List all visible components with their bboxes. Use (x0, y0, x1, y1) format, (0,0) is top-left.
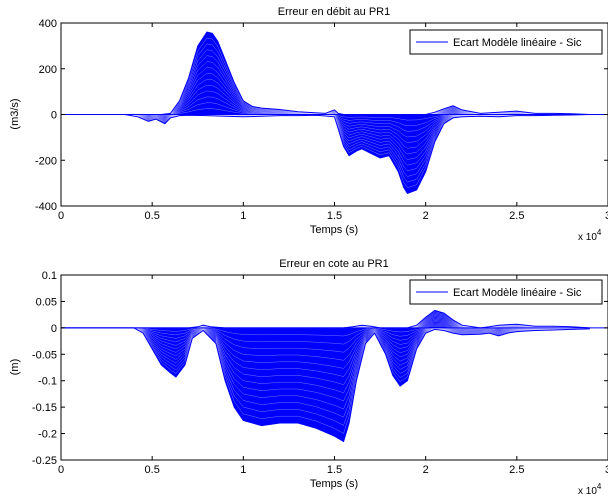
chart-1-lower-family-curve (61, 114, 590, 143)
chart-1-lower-family-curve (61, 114, 590, 160)
chart-1-series-group (61, 31, 608, 195)
chart-2-lower-family-curve (61, 327, 590, 345)
chart-1-x-tick-label: 1 (240, 210, 246, 222)
chart-2-y-tick-label: 0.1 (42, 270, 57, 282)
chart-1-x-exponent-power: 4 (597, 228, 602, 237)
chart-2-legend: Ecart Modèle linéaire - Sic (409, 279, 603, 305)
chart-2-title: Erreur en cote au PR1 (279, 258, 388, 270)
chart-1-y-tick-label: 400 (39, 18, 57, 30)
chart-1-lower-family-curve (61, 114, 590, 138)
chart-2-lower-family-curve (61, 327, 590, 426)
chart-2-lower-family-curve (61, 327, 590, 369)
chart-2-legend-label: Ecart Modèle linéaire - Sic (453, 287, 582, 299)
chart-1-y-tick-label: 200 (39, 64, 57, 76)
chart-1-lower-family-curve (61, 114, 590, 172)
chart-2-x-tick-label: 1 (240, 464, 246, 476)
chart-1-x-tick-label: 0 (58, 210, 64, 222)
chart-2-x-tick-label: 0 (58, 464, 64, 476)
chart-1-y-tick-label: 0 (51, 110, 57, 122)
chart-1-ticks: 0 0.5 1 1.5 2 2.5 3 -400 -200 0 200 400 (35, 18, 608, 222)
chart-1-x-tick-label: 3 (605, 210, 608, 222)
chart-2-x-tick-label: 0.5 (145, 464, 160, 476)
chart-2-y-tick-label: -0.2 (38, 429, 57, 441)
chart-2-ticks: 0 0.5 1 1.5 2 2.5 3 -0.25 -0.2 -0.15 -0.1 -0.05 0 0.0… (32, 270, 608, 476)
chart-1-x-tick-label: 0.5 (145, 210, 160, 222)
chart-1-x-tick-label: 2 (423, 210, 429, 222)
chart-2-x-axis-label: Temps (s) (310, 478, 358, 490)
chart-1-lower-family-curve (61, 114, 590, 155)
chart-1-x-tick-label: 1.5 (327, 210, 342, 222)
chart-2-lower-family-curve (61, 327, 590, 353)
chart-1-x-exponent: x 104 (578, 228, 602, 243)
chart-1-lower-bound-line (61, 114, 590, 195)
chart-flow-error: 0 0.5 1 1.5 2 2.5 3 -400 -200 0 200 400 Erreur en d… (9, 6, 608, 243)
chart-2-lower-bound-line (61, 327, 590, 443)
chart-1-y-tick-label: -400 (35, 201, 57, 213)
chart-2-x-tick-label: 2.5 (509, 464, 524, 476)
chart-2-lower-family-curve (61, 327, 590, 385)
chart-1-title: Erreur en débit au PR1 (278, 6, 391, 18)
chart-2-lower-family-curve (61, 327, 590, 418)
chart-2-x-exponent-power: 4 (597, 482, 602, 491)
chart-2-y-tick-label: -0.05 (32, 349, 57, 361)
chart-1-y-axis-label: (m3/s) (9, 98, 21, 129)
chart-2-lower-family-curve (61, 327, 590, 377)
chart-2-series-group (61, 309, 608, 443)
chart-2-y-tick-label: -0.15 (32, 402, 57, 414)
chart-1-lower-family-curve (61, 114, 590, 149)
chart-2-y-tick-label: 0.05 (36, 296, 57, 308)
chart-2-envelope-fill (61, 310, 590, 442)
chart-2-lower-family-curve (61, 327, 590, 410)
chart-1-legend-label: Ecart Modèle linéaire - Sic (453, 37, 582, 49)
chart-2-x-exponent: x 104 (578, 482, 602, 497)
chart-2-y-tick-label: 0 (51, 323, 57, 335)
chart-2-x-tick-label: 2 (423, 464, 429, 476)
chart-1-lower-family-curve (61, 114, 590, 166)
chart-1-x-axis-label: Temps (s) (310, 224, 358, 236)
chart-1-envelope-fill (61, 32, 590, 194)
chart-1-upper-bound-line (61, 31, 590, 115)
chart-2-x-tick-label: 1.5 (327, 464, 342, 476)
chart-1-legend: Ecart Modèle linéaire - Sic (409, 29, 603, 55)
chart-1-x-tick-label: 2.5 (509, 210, 524, 222)
chart-2-lower-family-curve (61, 327, 590, 402)
chart-level-error: 0 0.5 1 1.5 2 2.5 3 -0.25 -0.2 -0.15 -0.1 -0.05 0 0.0… (9, 258, 608, 497)
chart-2-y-axis-label: (m) (9, 359, 21, 376)
chart-2-x-tick-label: 3 (605, 464, 608, 476)
chart-2-y-tick-label: -0.25 (32, 455, 57, 467)
chart-2-y-tick-label: -0.1 (38, 376, 57, 388)
chart-1-y-tick-label: -200 (35, 155, 57, 167)
chart-2-lower-family-curve (61, 327, 590, 394)
chart-2-lower-family-curve (61, 327, 590, 361)
